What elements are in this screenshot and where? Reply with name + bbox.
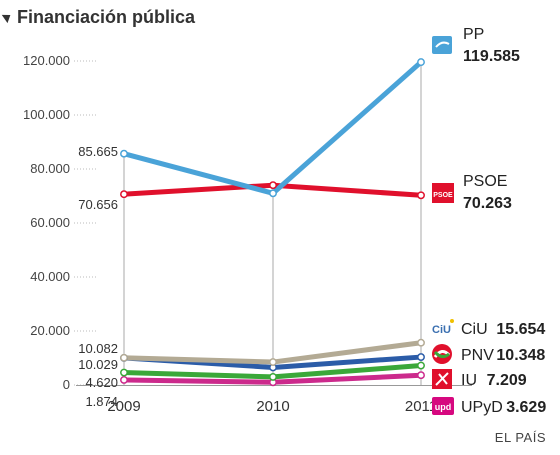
data-label-2009-ciu: 10.082 [78,341,118,356]
legend-value-pnv: 10.348 [496,347,545,364]
pnv-logo-icon [432,344,452,364]
data-point-psoe [417,191,425,200]
legend-name-ciu: CiU [461,321,488,338]
ciu-logo-icon: CiU [432,324,451,336]
data-point-upyd [120,375,128,384]
legend-name-iu: IU [461,372,477,389]
legend-name-pp: PP [463,26,484,43]
legend-value-pp: 119.585 [463,48,520,65]
data-point-pp [417,58,425,67]
data-point-ciu [120,353,128,362]
y-tick-label: 60.000 [30,215,70,230]
y-tick-label: 120.000 [23,53,70,68]
data-point-upyd [417,371,425,380]
data-point-iu [417,361,425,370]
data-label-2009-psoe: 70.656 [78,197,118,212]
x-tick-label: 2011 [405,398,437,415]
data-point-pp [120,149,128,158]
ciu-logo-dot [450,319,454,323]
data-point-iu [120,368,128,377]
data-point-iu [269,372,277,381]
upyd-logo-icon [432,397,454,415]
psoe-logo-icon [432,183,454,203]
y-tick-label: 40.000 [30,269,70,284]
legend-value-iu: 7.209 [487,372,527,389]
legend-name-pnv: PNV [461,347,494,364]
chart-title-row: Financiación pública [1,5,196,29]
legend-name-psoe: PSOE [463,173,507,190]
x-tick-label: 2009 [107,398,140,415]
data-point-pp [269,189,277,198]
source-credit: EL PAÍS [494,430,546,445]
upyd-logo-text: upd [435,402,452,412]
y-tick-label: 0 [63,377,70,392]
series-line-pp [121,59,424,196]
data-label-2009-pnv: 10.029 [78,357,118,372]
data-point-pnv [417,353,425,362]
legend-value-psoe: 70.263 [463,195,512,212]
chart-title: Financiación pública [17,6,196,27]
legend-name-upyd: UPyD [461,399,503,416]
data-point-ciu [417,338,425,347]
y-tick-label: 80.000 [30,161,70,176]
iu-logo-mark [435,372,449,386]
data-label-2009-iu: 4.620 [85,375,118,390]
legend-value-ciu: 15.654 [496,321,545,338]
pp-logo-icon [432,36,452,54]
data-label-2009-upyd: 1.874 [85,394,118,409]
legend-value-upyd: 3.629 [506,399,546,416]
x-tick-label: 2010 [256,398,289,415]
data-point-psoe [120,190,128,199]
y-tick-label: 20.000 [30,323,70,338]
psoe-logo-text: PSOE [433,192,453,199]
data-point-ciu [269,358,277,366]
y-tick-label: 100.000 [23,107,70,122]
data-point-psoe [269,181,277,190]
pp-logo-gull [435,41,450,48]
data-label-2009-pp: 85.665 [78,144,118,159]
pnv-logo-stripe-2 [433,350,450,359]
